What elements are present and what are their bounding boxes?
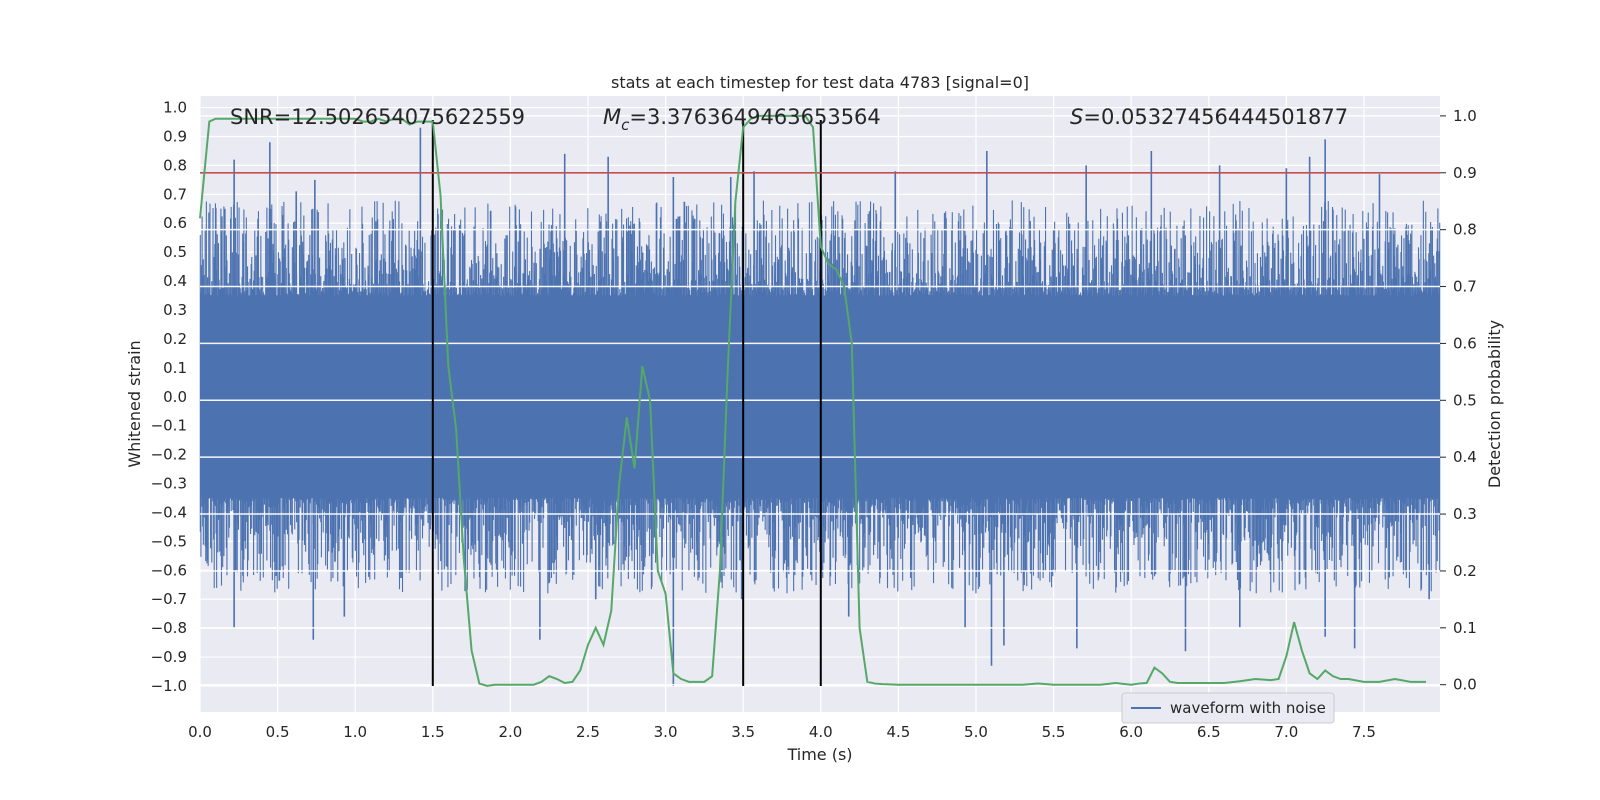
y-tick-label: 0.0: [163, 388, 187, 406]
x-tick-label: 4.5: [886, 723, 910, 741]
x-tick-label: 6.0: [1119, 723, 1143, 741]
legend-label: waveform with noise: [1170, 699, 1326, 717]
y2-tick-label: 0.7: [1453, 278, 1477, 296]
x-axis-label: Time (s): [786, 745, 852, 764]
chirp-mass-subscript: c: [621, 116, 630, 134]
x-tick-label: 0.0: [188, 723, 212, 741]
y-tick-label: −0.2: [151, 446, 187, 464]
y-tick-label: −0.9: [151, 648, 187, 666]
vertical-markers: [431, 120, 822, 686]
y-tick-label: 0.5: [163, 243, 187, 261]
x-tick-label: 4.0: [809, 723, 833, 741]
y-tick-label: −1.0: [151, 677, 187, 695]
probability-line: [199, 114, 1427, 687]
x-tick-label: 3.0: [654, 723, 678, 741]
y-tick-label: 1.0: [163, 99, 187, 117]
y-tick-label: −0.1: [151, 417, 187, 435]
chart-title: stats at each timestep for test data 478…: [611, 73, 1029, 92]
y2-tick-label: 0.0: [1453, 676, 1477, 694]
chirp-mass-value: =3.3763649463653564: [629, 105, 880, 129]
x-axis-ticks: 0.0 0.5 1.0 1.5 2.0 2.5 3.0 3.5 4.0 4.5 5.0 5.5 6.0 6…: [188, 723, 1376, 741]
chirp-mass-annotation: Mc=3.3763649463653564: [603, 105, 881, 134]
y-tick-label: 0.2: [163, 330, 187, 348]
y2-tick-label: 0.9: [1453, 164, 1477, 182]
x-tick-label: 3.5: [731, 723, 755, 741]
y2-tick-label: 0.6: [1453, 334, 1477, 352]
x-tick-label: 7.5: [1352, 723, 1376, 741]
y2-tick-label: 0.5: [1453, 391, 1477, 409]
y-tick-label: 0.6: [163, 214, 187, 232]
snr-annotation: SNR=12.502654075622559: [230, 105, 525, 129]
y-tick-label: 0.3: [163, 301, 187, 319]
x-tick-label: 1.5: [421, 723, 445, 741]
y-tick-label: −0.5: [151, 532, 187, 550]
x-tick-label: 0.5: [266, 723, 290, 741]
s-annotation: S=0.05327456444501877: [1070, 105, 1348, 129]
x-tick-label: 5.5: [1042, 723, 1066, 741]
y-tick-label: 0.1: [163, 359, 187, 377]
s-value: =0.05327456444501877: [1083, 105, 1348, 129]
x-tick-label: 2.0: [498, 723, 522, 741]
x-tick-label: 7.0: [1274, 723, 1298, 741]
y-tick-label: 0.9: [163, 127, 187, 145]
y-axis-label: Whitened strain: [125, 340, 144, 467]
y-tick-label: 0.4: [163, 272, 187, 290]
chirp-mass-symbol: M: [603, 105, 621, 129]
legend: waveform with noise: [1121, 692, 1335, 724]
x-tick-label: 6.5: [1197, 723, 1221, 741]
legend-box: [1121, 692, 1335, 724]
y2-tick-label: 0.2: [1453, 562, 1477, 580]
y-tick-label: 0.7: [163, 185, 187, 203]
y-axis-ticks: 1.0 0.9 0.8 0.7 0.6 0.5 0.4 0.3 0.2 0.1 0.0 −0.1 −0.…: [151, 99, 187, 695]
y-tick-label: −0.4: [151, 503, 187, 521]
x-tick-label: 2.5: [576, 723, 600, 741]
y-tick-label: −0.3: [151, 475, 187, 493]
y2-axis-ticks: 0.0 0.1 0.2 0.3 0.4 0.5 0.6 0.7 0.8 0.9 1.0: [1440, 107, 1477, 694]
y2-tick-label: 0.3: [1453, 505, 1477, 523]
y2-axis-label: Detection probability: [1485, 320, 1504, 488]
y2-tick-label: 0.4: [1453, 448, 1477, 466]
y-tick-label: −0.8: [151, 619, 187, 637]
y2-tick-label: 1.0: [1453, 107, 1477, 125]
y2-tick-label: 0.1: [1453, 619, 1477, 637]
y-tick-label: −0.7: [151, 590, 187, 608]
y-tick-label: −0.6: [151, 561, 187, 579]
y-tick-label: 0.8: [163, 156, 187, 174]
probability-series: [199, 114, 1427, 687]
s-symbol: S: [1070, 105, 1083, 129]
x-tick-label: 5.0: [964, 723, 988, 741]
x-tick-label: 1.0: [343, 723, 367, 741]
y2-tick-label: 0.8: [1453, 221, 1477, 239]
